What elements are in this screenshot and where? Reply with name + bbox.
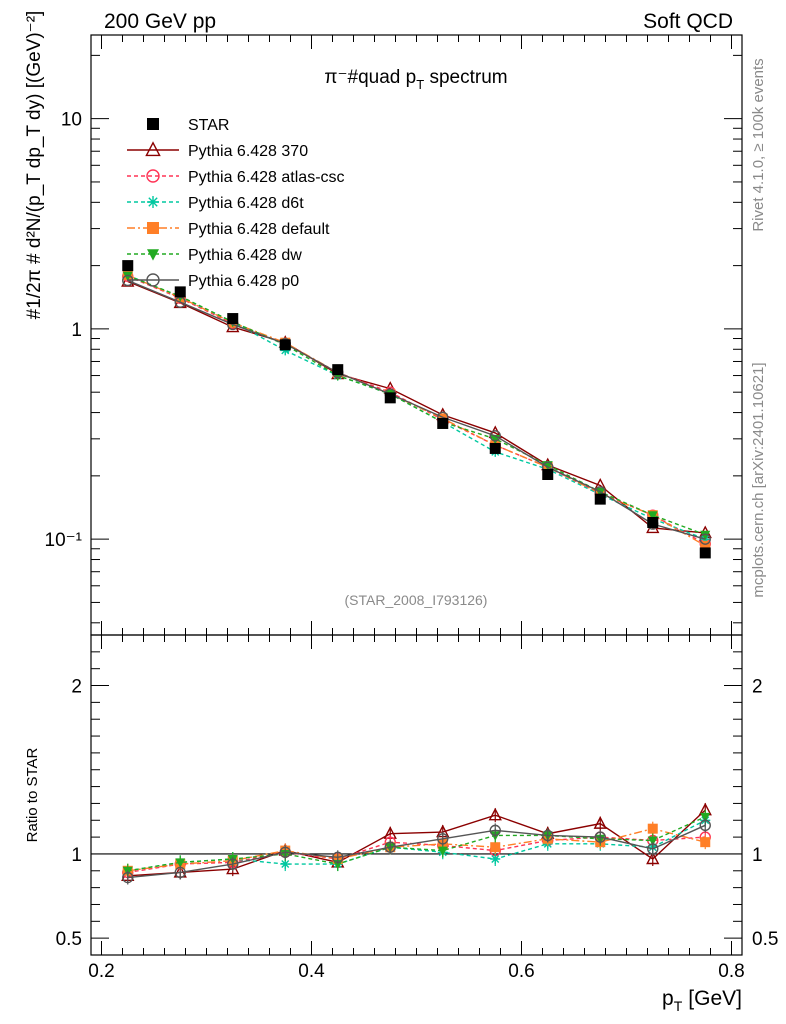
main-y-tick-label: 10⁻¹: [45, 530, 83, 551]
plot-title-tail: spectrum: [424, 67, 507, 88]
mcplots-label: mcplots.cern.ch [arXiv:2401.10621]: [750, 362, 767, 597]
data-point: [489, 442, 501, 454]
series-line-main: [127, 279, 706, 540]
legend-marker: [146, 273, 160, 287]
legend-item: STAR: [147, 117, 229, 134]
ratio-y-axis-label: Ratio to STAR: [24, 747, 41, 842]
legend-label: Pythia 6.428 d6t: [188, 195, 304, 212]
main-y-tick-label: 1: [71, 320, 82, 341]
x-axis-label-unit: [GeV]: [688, 987, 742, 1010]
legend-marker: [145, 141, 161, 157]
legend-label: Pythia 6.428 default: [188, 221, 330, 238]
x-tick-label: 0.2: [88, 961, 114, 982]
data-point: [384, 392, 396, 404]
data-point: [332, 364, 344, 376]
ratio-y-tick-label-right: 1: [752, 845, 763, 866]
data-point: [174, 286, 186, 298]
plot-title-main: π⁻#quad p: [324, 67, 416, 88]
legend-marker: [147, 222, 159, 234]
legend-item: Pythia 6.428 atlas-csc: [127, 169, 345, 186]
plot-title: π⁻#quad pT spectrum: [324, 67, 507, 92]
data-point: [647, 516, 659, 528]
legend-label: STAR: [188, 117, 229, 134]
series-point-main: [647, 511, 658, 521]
series-layer: [121, 260, 712, 885]
legend-marker: [146, 169, 160, 183]
ratio-y-tick-label: 1: [71, 845, 82, 866]
series-line-main: [127, 275, 706, 536]
data-point: [122, 260, 134, 272]
x-axis-label: pT [GeV]: [662, 987, 742, 1014]
series-point-main: [280, 345, 291, 356]
legend-label: Pythia 6.428 p0: [188, 273, 299, 290]
series-2: [122, 270, 711, 878]
data-point: [437, 417, 449, 429]
mcplots-label-group: mcplots.cern.ch [arXiv:2401.10621]: [750, 362, 767, 597]
legend-marker: [147, 249, 159, 261]
x-axis-label-sub: T: [674, 998, 683, 1014]
data-series: [122, 260, 711, 559]
ratio-y-tick-label: 2: [71, 677, 82, 698]
category-label: Soft QCD: [643, 10, 733, 33]
legend-item: Pythia 6.428 370: [127, 141, 308, 160]
data-point: [227, 313, 239, 325]
rivet-label-group: Rivet 4.1.0, ≥ 100k events: [750, 58, 767, 231]
series-1: [122, 270, 711, 880]
series-point-main: [699, 533, 711, 545]
legend: STAR Pythia 6.428 370 Pythia 6.428 atlas-c…: [127, 117, 345, 290]
series-point-main: [122, 271, 133, 282]
series-line-main: [127, 280, 706, 534]
data-point: [542, 468, 554, 480]
main-y-tick-label: 10: [61, 110, 82, 131]
series-point-main: [700, 530, 711, 541]
legend-label: Pythia 6.428 370: [188, 143, 308, 160]
ratio-panel-frame: [90, 634, 743, 956]
x-tick-label: 0.8: [718, 961, 744, 982]
legend-item: Pythia 6.428 p0: [127, 273, 299, 290]
ratio-y-axis-label-text: Ratio to STAR: [24, 747, 41, 842]
x-tick-label: 0.6: [508, 961, 534, 982]
data-point: [594, 493, 606, 505]
legend-marker: [147, 118, 159, 130]
energy-label: 200 GeV pp: [104, 10, 216, 33]
plot-title-sub: T: [416, 77, 424, 92]
legend-label: Pythia 6.428 atlas-csc: [188, 169, 345, 186]
main-y-axis-label-text: #1/2π # d²N/(p_T dp_T dy) [(GeV)⁻²]: [24, 11, 45, 320]
series-line-ratio: [127, 809, 706, 877]
x-axis-label-main: p: [662, 987, 674, 1010]
legend-label: Pythia 6.428 dw: [188, 247, 302, 264]
legend-item: Pythia 6.428 d6t: [127, 195, 304, 212]
series-5: [122, 274, 711, 885]
x-tick-label: 0.4: [298, 961, 325, 982]
series-point-main: [700, 540, 711, 551]
ratio-y-tick-label-right: 2: [752, 677, 763, 698]
analysis-id: (STAR_2008_I793126): [345, 592, 488, 608]
legend-item: Pythia 6.428 default: [127, 221, 330, 238]
series-line-main: [127, 274, 706, 547]
series-3: [122, 270, 711, 878]
ratio-y-tick-label: 0.5: [56, 929, 82, 950]
series-point-main: [489, 430, 501, 442]
rivet-label: Rivet 4.1.0, ≥ 100k events: [750, 58, 767, 231]
series-line-ratio: [127, 827, 706, 872]
main-y-axis-label: #1/2π # d²N/(p_T dp_T dy) [(GeV)⁻²]: [24, 11, 45, 320]
data-point: [699, 547, 711, 559]
legend-marker: [147, 196, 159, 208]
series-0: [121, 274, 712, 883]
series-4: [122, 271, 711, 878]
data-point: [279, 339, 291, 351]
legend-item: Pythia 6.428 dw: [127, 247, 302, 264]
ratio-y-tick-label-right: 0.5: [752, 929, 778, 950]
axis-ticks: 0.2 0.4 0.6 0.8 10⁻¹ 1 10 0.5 0.5 1 1 2 2: [45, 35, 778, 982]
series-line-ratio: [127, 824, 706, 879]
